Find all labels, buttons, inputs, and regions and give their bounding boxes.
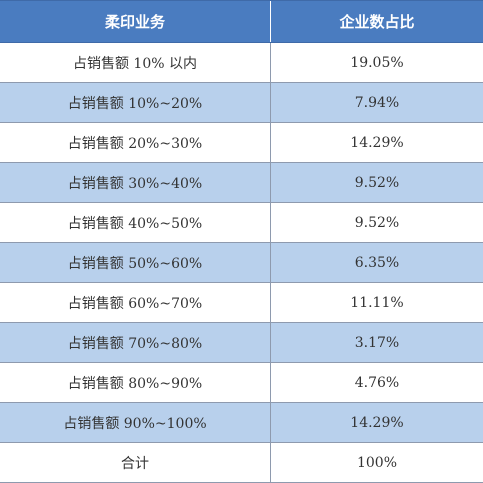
table-row: 占销售额 10%~20% 7.94% [0,83,483,123]
row-value: 19.05% [350,54,404,71]
row-label: 占销售额 80%~90% [0,363,271,402]
table-row: 占销售额 20%~30% 14.29% [0,123,483,163]
table-header-row: 柔印业务 企业数占比 [0,0,483,43]
row-value: 9.52% [354,214,400,231]
row-label: 占销售额 10% 以内 [0,43,271,82]
row-label: 占销售额 40%~50% [0,203,271,242]
row-value: 4.76% [354,374,400,391]
row-value: 7.94% [354,94,400,111]
row-label: 占销售额 20%~30% [0,123,271,162]
table-row: 占销售额 30%~40% 9.52% [0,163,483,203]
row-value: 11.11% [350,294,404,311]
table-row: 占销售额 50%~60% 6.35% [0,243,483,283]
header-business: 柔印业务 [0,1,271,42]
row-value: 14.29% [350,414,404,431]
table-row: 占销售额 70%~80% 3.17% [0,323,483,363]
table-row: 占销售额 60%~70% 11.11% [0,283,483,323]
table-row: 占销售额 90%~100% 14.29% [0,403,483,443]
table-row-total: 合计 100% [0,443,483,483]
row-label: 占销售额 70%~80% [0,323,271,362]
table-row: 占销售额 10% 以内 19.05% [0,43,483,83]
row-label: 占销售额 10%~20% [0,83,271,122]
table-row: 占销售额 80%~90% 4.76% [0,363,483,403]
row-label: 占销售额 30%~40% [0,163,271,202]
header-share: 企业数占比 [339,13,415,31]
row-value: 3.17% [354,334,400,351]
total-value: 100% [356,454,398,471]
row-label: 占销售额 60%~70% [0,283,271,322]
row-value: 9.52% [354,174,400,191]
row-value: 6.35% [354,254,400,271]
total-label: 合计 [0,443,271,482]
row-value: 14.29% [350,134,404,151]
row-label: 占销售额 50%~60% [0,243,271,282]
row-label: 占销售额 90%~100% [0,403,271,442]
table-row: 占销售额 40%~50% 9.52% [0,203,483,243]
